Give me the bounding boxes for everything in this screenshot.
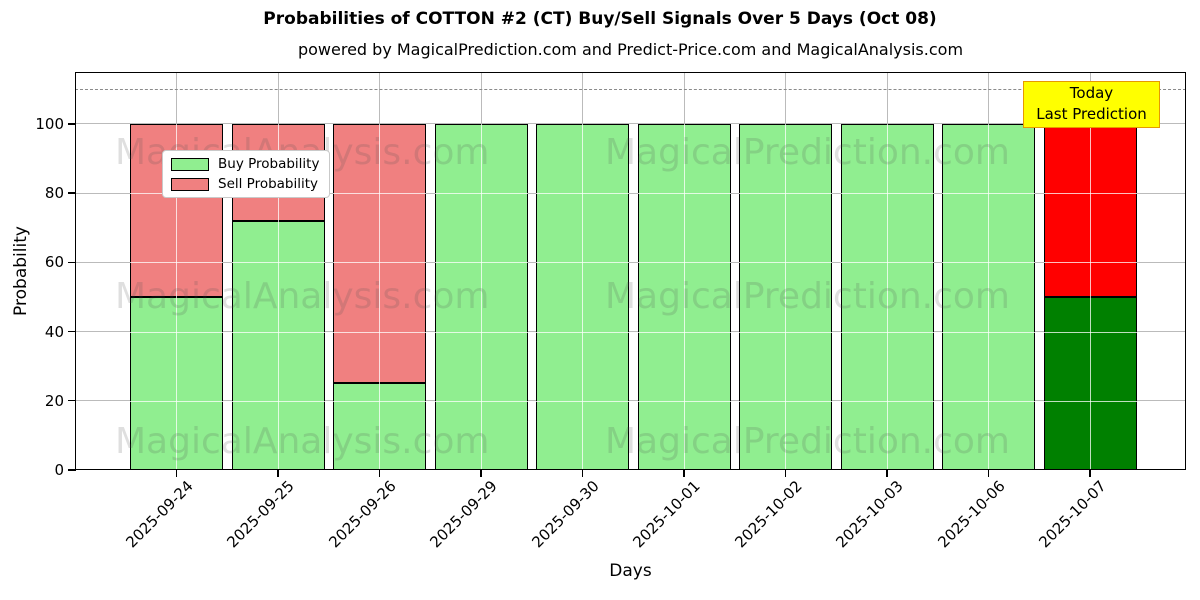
y-tick-label: 100 [35, 114, 64, 133]
x-tick-mark [987, 470, 990, 477]
chart-subtitle: powered by MagicalPrediction.com and Pre… [297, 40, 964, 59]
gridline-over-bar [582, 123, 583, 470]
legend: Buy Probability Sell Probability [162, 150, 331, 198]
sell-swatch-icon [171, 177, 209, 191]
gridline-horizontal [75, 261, 1186, 263]
gridline-over-bar [379, 123, 380, 470]
x-tick-mark [480, 470, 482, 477]
today-annotation-line1: Today [1069, 84, 1114, 102]
x-tick-label: 2025-10-06 [933, 477, 1009, 552]
gridline-horizontal [75, 123, 1186, 125]
y-tick-label: 80 [44, 184, 64, 203]
bar-2025-10-03 [840, 123, 934, 470]
bar-2025-09-30 [536, 123, 629, 470]
gridline-over-bar [988, 123, 989, 470]
y-tick-label: 20 [44, 391, 64, 410]
x-tick-mark [784, 470, 787, 477]
x-tick-label: 2025-09-24 [121, 477, 197, 552]
x-tick-mark [1089, 470, 1091, 477]
chart-title: Probabilities of COTTON #2 (CT) Buy/Sell… [263, 9, 937, 29]
x-tick-mark [378, 470, 381, 477]
x-tick-mark [175, 470, 178, 477]
gridline-over-bar [785, 123, 786, 470]
plot-area: Buy Probability Sell Probability [75, 72, 1186, 470]
bar-2025-10-02 [739, 123, 832, 470]
x-tick-label: 2025-09-26 [324, 477, 400, 552]
dashed-threshold-line [75, 89, 1186, 91]
y-tick-label: 40 [44, 322, 64, 341]
bar-2025-09-29 [434, 123, 528, 470]
bar-2025-10-01 [637, 123, 731, 470]
gridline-over-bar [886, 123, 888, 470]
y-tick-mark [68, 261, 76, 264]
x-tick-label: 2025-10-07 [1035, 477, 1110, 552]
y-tick-mark [68, 330, 76, 333]
gridline-over-bar [277, 123, 279, 470]
x-tick-label: 2025-10-03 [832, 477, 907, 552]
gridline-horizontal [75, 192, 1186, 194]
gridline-horizontal [75, 331, 1186, 333]
gridline-over-bar [176, 123, 177, 470]
gridline-over-bar [1089, 123, 1091, 470]
x-tick-label: 2025-10-01 [629, 477, 704, 552]
x-tick-mark [277, 470, 279, 477]
y-tick-mark [68, 192, 76, 194]
y-tick-label: 0 [54, 461, 64, 479]
x-axis-label: Days [609, 561, 652, 581]
gridline-over-bar [683, 123, 685, 470]
y-tick-mark [68, 469, 76, 471]
legend-label-sell: Sell Probability [218, 176, 319, 192]
x-tick-label: 2025-10-02 [730, 477, 806, 552]
legend-item-sell: Sell Probability [171, 176, 319, 192]
gridline-over-bar [480, 123, 482, 470]
today-annotation: Today Last Prediction [1023, 81, 1160, 128]
bar-2025-10-06 [942, 123, 1035, 470]
today-annotation-line2: Last Prediction [1036, 105, 1147, 123]
x-tick-mark [886, 470, 888, 477]
gridline-horizontal [75, 400, 1186, 402]
x-tick-label: 2025-09-25 [223, 477, 298, 552]
x-tick-mark [581, 470, 584, 477]
x-tick-mark [683, 470, 685, 477]
x-tick-label: 2025-09-29 [426, 477, 501, 552]
bar-2025-10-07 [1043, 123, 1137, 470]
y-tick-label: 60 [44, 253, 64, 272]
legend-label-buy: Buy Probability [218, 156, 320, 172]
y-tick-mark [68, 123, 76, 125]
buy-swatch-icon [171, 157, 209, 171]
bar-2025-09-26 [333, 123, 426, 470]
y-tick-mark [68, 400, 76, 402]
x-tick-label: 2025-09-30 [527, 477, 603, 552]
legend-item-buy: Buy Probability [171, 156, 319, 172]
